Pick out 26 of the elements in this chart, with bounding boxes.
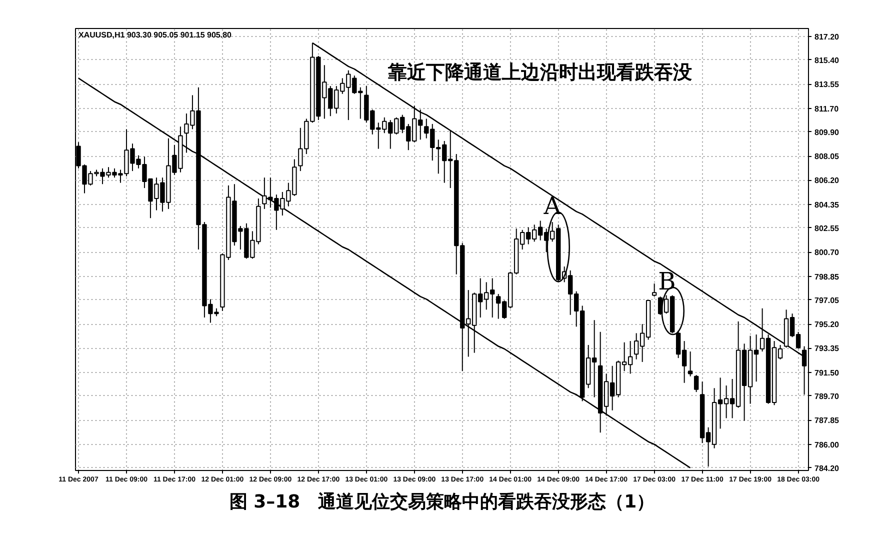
chart-subtitle: XAUUSD,H1 903.30 905.05 901.15 905.80 [78, 30, 232, 40]
y-tick-label: 804.35 [814, 200, 840, 210]
caption: 图 3–18 通道见位交易策略中的看跌吞没形态（1） [229, 492, 655, 512]
y-tick-label: 787.85 [814, 416, 840, 426]
candlestick [694, 374, 699, 393]
annotation: B [658, 267, 676, 296]
y-tick-label: 798.85 [814, 272, 840, 282]
y-tick-label: 811.70 [814, 104, 840, 114]
y-tick-label: 795.20 [814, 320, 840, 330]
y-tick-label: 806.20 [814, 176, 840, 186]
y-tick-label: 786.00 [814, 440, 840, 450]
y-tick-label: 784.20 [814, 464, 840, 473]
y-tick-label: 800.70 [814, 248, 840, 258]
y-tick-label: 789.70 [814, 392, 840, 401]
y-tick-label: 793.35 [814, 344, 840, 354]
candlestick [652, 283, 657, 298]
y-tick-label: 815.40 [814, 56, 840, 65]
y-tick-label: 817.20 [814, 32, 840, 42]
y-tick-label: 802.55 [814, 224, 840, 233]
y-tick-label: 813.55 [814, 80, 840, 90]
y-tick-label: 797.05 [814, 296, 840, 305]
y-tick-label: 809.90 [814, 128, 840, 137]
y-tick-label: 791.50 [814, 368, 840, 378]
y-tick-label: 808.05 [814, 152, 840, 161]
candlestick [688, 351, 693, 377]
text: 靠近下降通道上边沿时出现看跌吞没 [387, 61, 692, 84]
